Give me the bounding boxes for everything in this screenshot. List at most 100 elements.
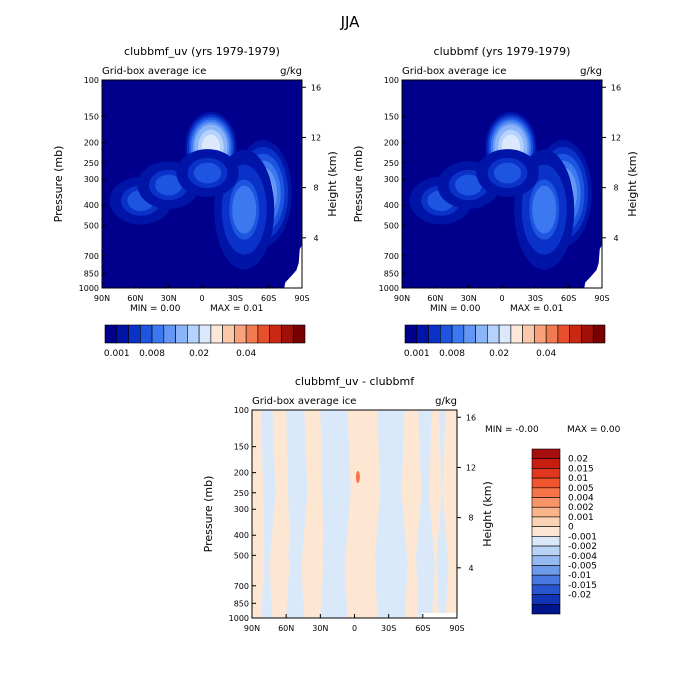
y-tick-label: 150 [384,113,399,122]
y-right-tick-label: 16 [611,83,621,92]
colorbar-label: -0.002 [568,542,597,552]
y-right-tick-label: 12 [311,133,321,142]
colorbar-swatch [292,324,306,344]
y-axis-label: Pressure (mb) [202,476,215,553]
colorbar-swatch [428,324,441,344]
colorbar: 0.020.0150.010.0050.0040.0020.0010-0.001… [531,448,597,615]
y-axis-label: Pressure (mb) [352,146,365,223]
y-tick-label: 250 [384,159,399,168]
y-tick-label: 1000 [229,614,249,623]
y-tick-label: 1000 [79,284,99,293]
colorbar-swatch [531,574,561,586]
x-tick-label: 0 [499,294,504,303]
x-tick-label: 60S [415,624,430,633]
colorbar-swatch [234,324,247,344]
y-tick-label: 850 [384,269,399,278]
colorbar-swatch [404,324,418,344]
difference-band [363,410,381,618]
plot-area [402,80,602,288]
colorbar-label: 0.01 [568,474,588,484]
colorbar-label: 0.04 [536,349,556,359]
y-axis-label: Pressure (mb) [52,146,65,223]
contour-fill [232,185,257,234]
colorbar-swatch [531,584,561,595]
chart-title: clubbmf_uv - clubbmf [295,375,415,388]
y-tick-label: 400 [384,201,399,210]
colorbar-label: -0.004 [568,552,597,562]
variable-label: Grid-box average ice [252,396,356,407]
chart-panel-2: clubbmf (yrs 1979-1979) Grid-box average … [352,45,639,359]
variable-label: Grid-box average ice [102,66,206,77]
difference-band [404,410,422,618]
colorbar-label: 0.015 [568,464,594,474]
difference-band [252,410,265,618]
colorbar-swatch [198,324,212,344]
colorbar-swatch [187,324,200,344]
y-tick-label: 300 [234,505,249,514]
colorbar-label: 0.002 [568,503,594,513]
x-tick-label: 0 [199,294,204,303]
colorbar-swatch [139,324,153,344]
colorbar-swatch [475,324,488,344]
y-right-tick-label: 8 [613,184,618,193]
colorbar-swatch [522,324,535,344]
difference-band [286,410,308,618]
chart-title: clubbmf (yrs 1979-1979) [434,45,571,58]
y-tick-label: 100 [84,76,99,85]
colorbar-label: 0.02 [189,349,209,359]
colorbar: 0.001 0.008 0.02 0.04 [404,324,606,359]
chart-panel-3: clubbmf_uv - clubbmf Grid-box average ice… [202,375,621,633]
colorbar-label: -0.015 [568,581,597,591]
x-tick-label: 60N [427,294,443,303]
colorbar-swatch [531,497,561,508]
y-tick-label: 250 [84,159,99,168]
min-stat: MIN = 0.00 [430,304,481,314]
colorbar-swatch [531,594,561,605]
below-ground-mask [284,244,302,288]
colorbar: 0.001 0.008 0.02 0.04 [104,324,306,359]
colorbar-swatch [245,324,259,344]
colorbar-swatch [531,487,561,498]
colorbar-swatch [498,324,512,344]
colorbar-label: -0.001 [568,532,597,542]
colorbar-swatch [531,477,561,489]
colorbar-label: 0 [568,523,574,533]
y-right-axis-label: Height (km) [326,151,339,217]
y-tick-label: 300 [384,175,399,184]
colorbar-swatch [163,324,176,344]
colorbar-swatch [592,324,606,344]
x-tick-label: 60N [127,294,143,303]
colorbar-swatch [531,565,561,576]
colorbar-swatch [510,324,523,344]
colorbar-swatch [257,324,271,344]
colorbar-swatch [557,324,571,344]
y-tick-label: 500 [384,221,399,230]
colorbar-swatch [531,555,561,566]
y-tick-label: 100 [234,406,249,415]
y-right-tick-label: 16 [311,83,321,92]
y-tick-label: 200 [84,139,99,148]
contour-fill [532,185,557,234]
x-tick-label: 60S [261,294,276,303]
difference-band [415,410,435,618]
colorbar-swatch [531,468,561,479]
difference-band [269,410,290,618]
y-right-tick-label: 12 [611,133,621,142]
y-tick-label: 200 [384,139,399,148]
contour-fill [493,162,522,184]
colorbar-swatch [545,324,559,344]
y-right-tick-label: 8 [468,514,473,523]
below-ground-mask [422,613,457,618]
y-tick-label: 150 [234,443,249,452]
max-stat: MAX = 0.00 [567,425,621,435]
units-label: g/kg [280,66,302,77]
colorbar-swatch [531,603,561,615]
y-right-tick-label: 4 [613,234,618,243]
difference-band [301,410,324,618]
colorbar-swatch [151,324,165,344]
x-tick-label: 30N [312,624,328,633]
y-right-tick-label: 16 [466,413,476,422]
colorbar-label: 0.02 [568,455,588,465]
y-tick-label: 500 [234,551,249,560]
difference-band [374,410,408,618]
